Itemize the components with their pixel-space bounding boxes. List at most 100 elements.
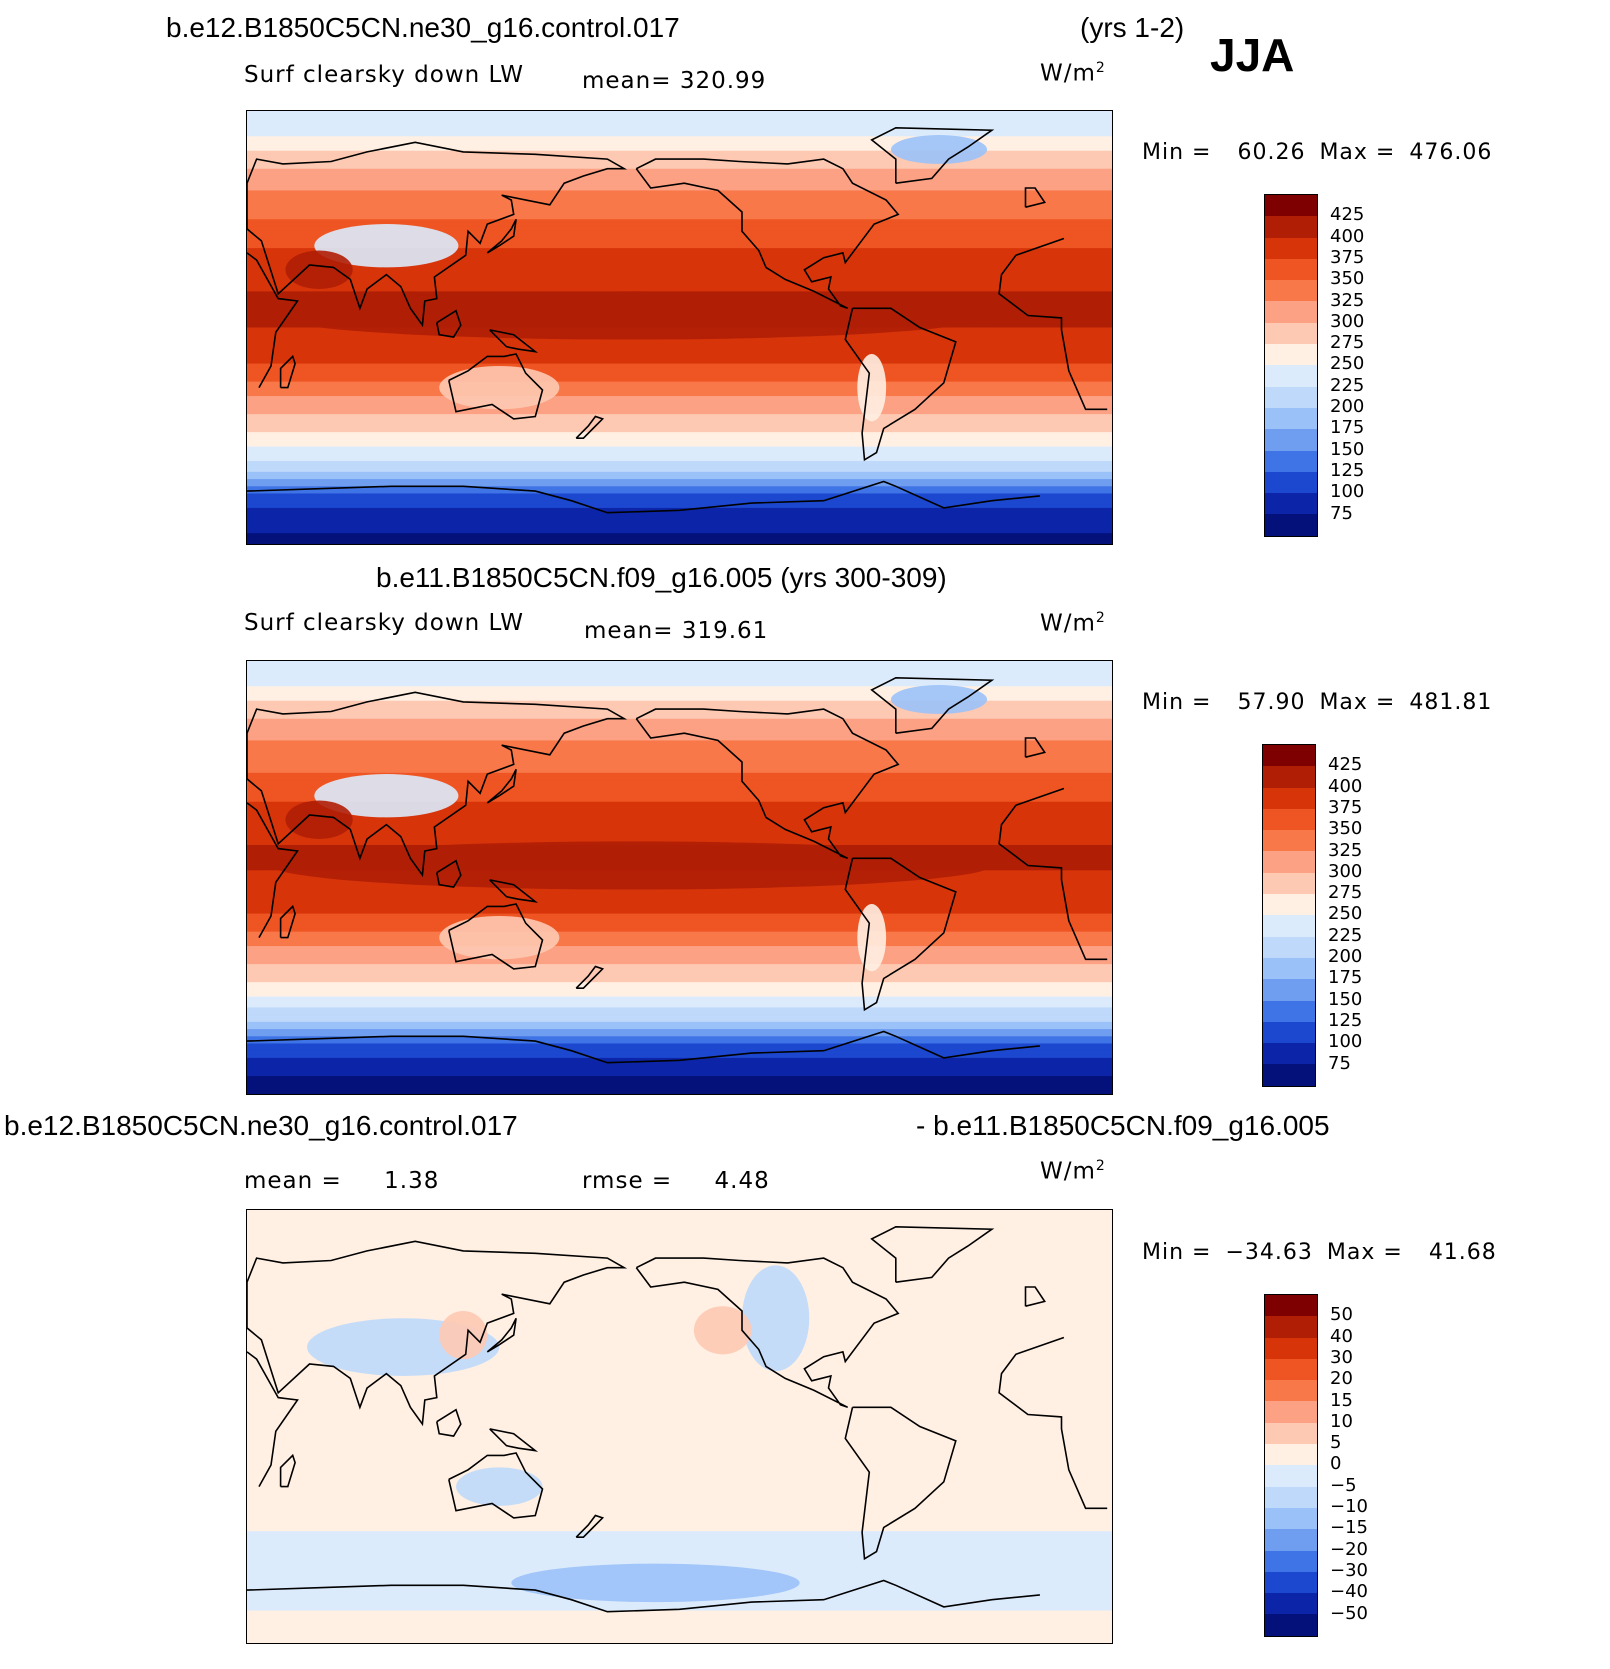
map-latitude-band xyxy=(247,1246,1112,1251)
panel3-max-label: Max = xyxy=(1326,1240,1403,1265)
coastline xyxy=(844,307,957,462)
map-latitude-band xyxy=(247,837,1112,843)
map-latitude-band xyxy=(247,913,1112,918)
map-latitude-band xyxy=(247,1628,1112,1633)
map-latitude-band xyxy=(247,428,1112,433)
colorbar-tick-label: 275 xyxy=(1330,332,1365,354)
map-latitude-band xyxy=(247,751,1112,756)
colorbar-segment xyxy=(1265,1401,1317,1423)
map-latitude-band xyxy=(247,1220,1112,1226)
map-latitude-band xyxy=(247,193,1112,199)
coastline xyxy=(870,126,995,184)
panel1-min-value: 60.26 xyxy=(1237,140,1306,165)
colorbar-tick-label: 0 xyxy=(1330,1453,1342,1475)
panel3-min-label: Min = xyxy=(1142,1240,1212,1265)
panel1-map-svg xyxy=(247,111,1112,544)
map-latitude-band xyxy=(247,1014,1112,1019)
map-latitude-band xyxy=(247,1318,1112,1323)
map-latitude-band xyxy=(247,1422,1112,1428)
colorbar-segment xyxy=(1263,766,1315,788)
map-latitude-band xyxy=(247,212,1112,217)
colorbar-segment xyxy=(1263,957,1315,980)
map-latitude-band xyxy=(247,1072,1112,1077)
coastline xyxy=(575,415,605,439)
map-latitude-band xyxy=(247,1437,1112,1442)
panel3-units: W/m2 xyxy=(1040,1158,1106,1185)
map-latitude-band xyxy=(247,442,1112,448)
colorbar-segment xyxy=(1265,1337,1317,1359)
map-latitude-band xyxy=(247,1217,1112,1222)
map-latitude-band xyxy=(247,956,1112,962)
coastline xyxy=(635,1257,900,1409)
map-latitude-band xyxy=(247,909,1112,915)
map-latitude-band xyxy=(247,1614,1112,1619)
colorbar-segment xyxy=(1265,407,1317,430)
map-region-patch xyxy=(890,685,988,714)
map-latitude-band xyxy=(247,255,1112,260)
map-latitude-band xyxy=(247,129,1112,134)
colorbar-segment xyxy=(1263,745,1315,767)
map-latitude-band xyxy=(247,1271,1112,1276)
map-latitude-band xyxy=(247,769,1112,774)
colorbar-tick-label: 275 xyxy=(1328,882,1363,904)
map-latitude-band xyxy=(247,147,1112,152)
map-latitude-band xyxy=(247,230,1112,235)
map-latitude-band xyxy=(247,949,1112,954)
map-latitude-band xyxy=(247,1336,1112,1341)
coastline xyxy=(486,218,517,254)
map-latitude-band xyxy=(247,356,1112,361)
map-latitude-band xyxy=(247,974,1112,980)
map-latitude-band xyxy=(247,711,1112,716)
map-latitude-band xyxy=(247,1025,1112,1030)
map-latitude-band xyxy=(247,1404,1112,1410)
map-latitude-band xyxy=(247,891,1112,897)
panel1-min-label: Min = xyxy=(1142,140,1212,165)
colorbar-segment xyxy=(1265,365,1317,387)
map-latitude-band xyxy=(247,536,1112,541)
coastline xyxy=(279,1453,296,1488)
map-latitude-band xyxy=(247,276,1112,282)
panel1-colorbar xyxy=(1264,194,1318,537)
panel2-colorbar xyxy=(1262,744,1316,1087)
colorbar-segment xyxy=(1263,830,1315,852)
colorbar-segment xyxy=(1265,1593,1317,1615)
coastline xyxy=(247,1240,628,1427)
panel3-mean: mean = 1.38 xyxy=(244,1168,439,1194)
map-latitude-band xyxy=(247,1538,1112,1543)
map-latitude-band xyxy=(247,1011,1112,1016)
colorbar-segment xyxy=(1265,1380,1317,1402)
map-latitude-band xyxy=(247,1523,1112,1529)
map-latitude-band xyxy=(247,388,1112,394)
colorbar-segment xyxy=(1265,1550,1317,1572)
colorbar-tick-label: 300 xyxy=(1328,860,1363,882)
map-latitude-band xyxy=(247,1075,1112,1081)
map-latitude-band xyxy=(247,1473,1112,1478)
map-latitude-band xyxy=(247,385,1112,390)
coastline xyxy=(575,1514,605,1538)
colorbar-tick-label: 250 xyxy=(1328,903,1363,925)
map-latitude-band xyxy=(247,161,1112,166)
map-latitude-band xyxy=(247,251,1112,256)
map-latitude-band xyxy=(247,1238,1112,1244)
map-latitude-band xyxy=(247,1047,1112,1052)
map-latitude-band xyxy=(247,1531,1112,1536)
map-latitude-band xyxy=(247,432,1112,437)
map-latitude-band xyxy=(247,1368,1112,1373)
map-latitude-band xyxy=(247,1549,1112,1554)
map-latitude-band xyxy=(247,258,1112,264)
coastline xyxy=(436,309,462,338)
map-latitude-band xyxy=(247,1505,1112,1511)
map-latitude-band xyxy=(247,269,1112,274)
units-superscript: 2 xyxy=(1095,1158,1106,1174)
map-latitude-band xyxy=(247,414,1112,419)
map-latitude-band xyxy=(247,740,1112,745)
map-latitude-band xyxy=(247,186,1112,191)
map-latitude-band xyxy=(247,287,1112,293)
colorbar-segment xyxy=(1265,195,1317,217)
map-latitude-band xyxy=(247,471,1112,477)
map-latitude-band xyxy=(247,671,1112,677)
map-latitude-band xyxy=(247,345,1112,350)
colorbar-tick-label: 225 xyxy=(1328,924,1363,946)
map-region-patch xyxy=(271,841,992,890)
colorbar-segment xyxy=(1263,1064,1315,1086)
